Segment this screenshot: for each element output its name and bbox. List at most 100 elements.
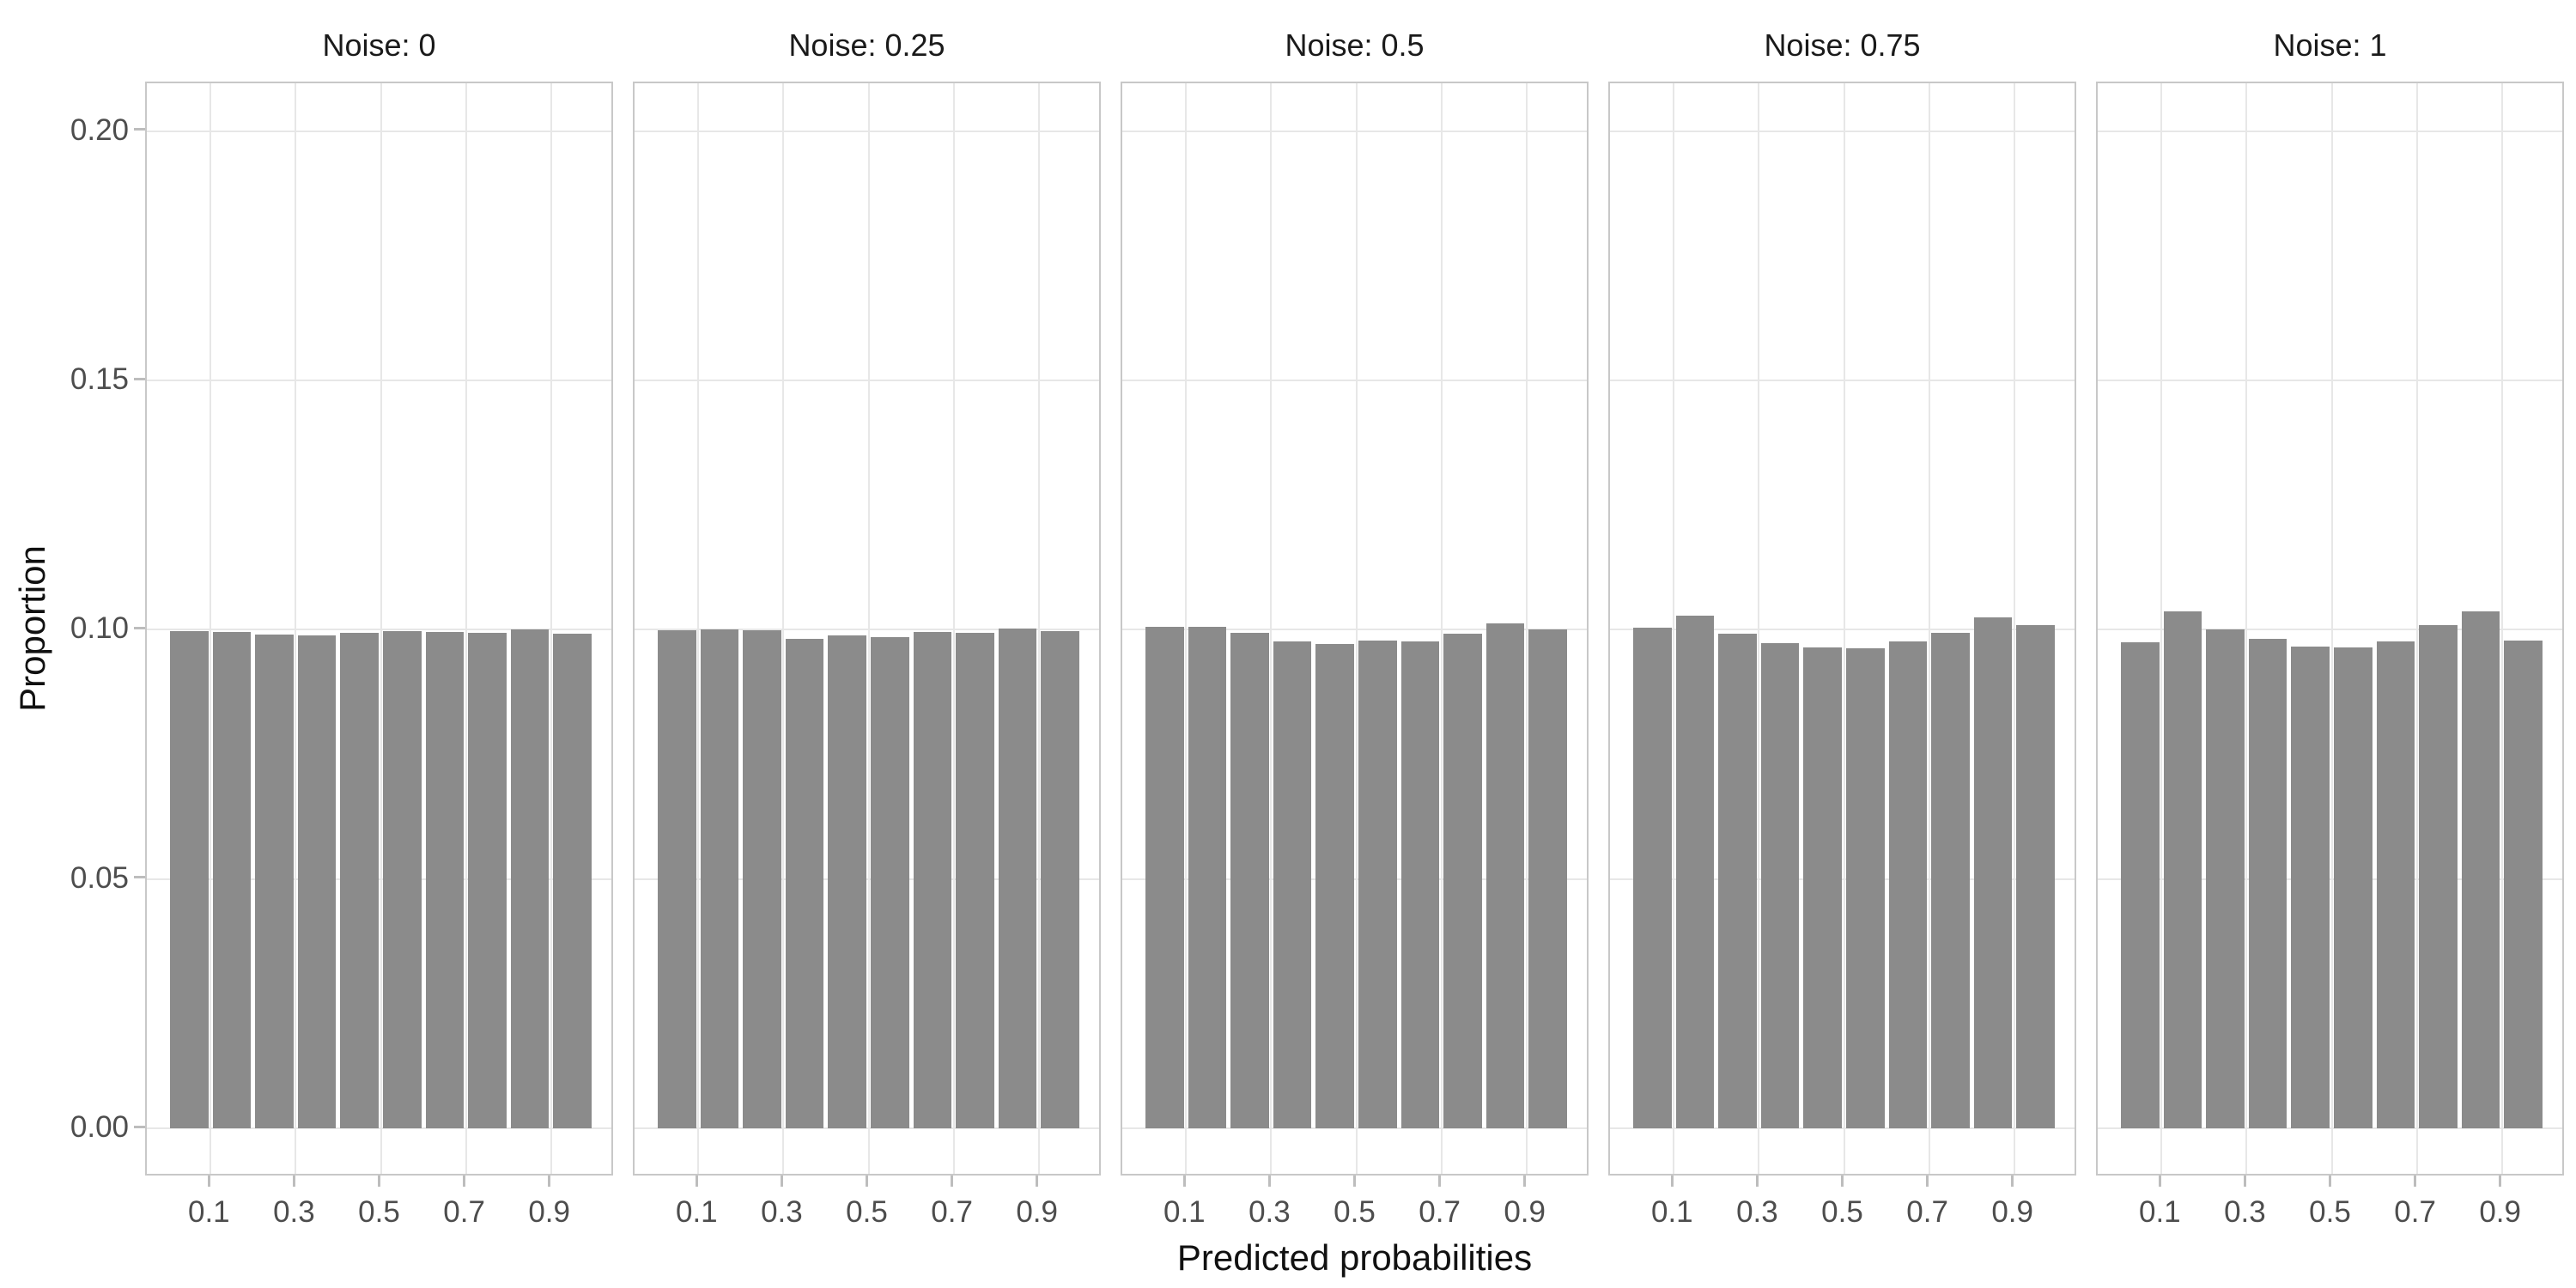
major-gridline-horizontal	[1610, 629, 2075, 631]
histogram-bar	[510, 629, 550, 1129]
x-axis-tick-mark	[1267, 1176, 1271, 1187]
major-gridline-vertical	[1525, 83, 1528, 1174]
x-axis-tick-mark	[866, 1176, 868, 1187]
y-axis-tick-label: 0.10	[70, 611, 129, 646]
x-axis-tick-mark	[292, 1176, 295, 1187]
major-gridline-vertical	[380, 83, 382, 1174]
major-gridline-horizontal	[147, 130, 611, 132]
x-axis-tick-mark	[1036, 1176, 1039, 1187]
major-gridline-vertical	[1673, 83, 1675, 1174]
x-axis-tick-mark	[2499, 1176, 2502, 1187]
x-axis-tick-label: 0.9	[2479, 1195, 2521, 1229]
x-axis-tick-label: 0.3	[2224, 1195, 2266, 1229]
major-gridline-vertical	[295, 83, 297, 1174]
histogram-bar	[2016, 625, 2055, 1129]
major-gridline-horizontal	[635, 878, 1099, 880]
major-gridline-horizontal	[147, 629, 611, 631]
facet-strip-label: Noise: 0.5	[1285, 27, 1425, 63]
histogram-bar	[1846, 647, 1885, 1129]
x-axis-tick-label: 0.1	[675, 1195, 718, 1229]
x-axis-tick-mark	[463, 1176, 466, 1187]
histogram-bar	[1675, 616, 1715, 1129]
x-axis-tick-label: 0.3	[1736, 1195, 1778, 1229]
histogram-bar	[1273, 641, 1312, 1129]
x-axis-tick-mark	[2243, 1176, 2246, 1187]
x-axis-tick-mark	[2011, 1176, 2014, 1187]
x-axis-tick-label: 0.9	[1991, 1195, 2033, 1229]
x-axis-tick-label: 0.5	[2309, 1195, 2351, 1229]
histogram-bar	[700, 629, 739, 1129]
histogram-bar	[1041, 631, 1079, 1129]
x-axis-tick-label: 0.7	[1906, 1195, 1948, 1229]
major-gridline-vertical	[2330, 83, 2333, 1174]
major-gridline-vertical	[1758, 83, 1760, 1174]
major-gridline-horizontal	[1122, 878, 1587, 880]
histogram-bar	[1315, 644, 1354, 1129]
major-gridline-vertical	[2013, 83, 2015, 1174]
major-gridline-vertical	[1355, 83, 1358, 1174]
histogram-bar	[425, 632, 465, 1129]
histogram-bar	[340, 632, 379, 1129]
major-gridline-vertical	[782, 83, 785, 1174]
x-axis-tick-label: 0.3	[761, 1195, 803, 1229]
major-gridline-horizontal	[635, 380, 1099, 382]
histogram-bar	[1633, 628, 1672, 1129]
major-gridline-horizontal	[2098, 878, 2562, 880]
x-axis-tick-label: 0.9	[1016, 1195, 1058, 1229]
histogram-bar	[956, 633, 994, 1129]
x-axis-tick-label: 0.3	[273, 1195, 315, 1229]
plot-panel	[1121, 82, 1589, 1176]
histogram-bar	[1528, 629, 1567, 1129]
y-axis-tick-mark	[134, 626, 145, 629]
histogram-bar	[2206, 629, 2245, 1129]
x-axis-tick-label: 0.5	[1821, 1195, 1863, 1229]
plot-panel	[1608, 82, 2076, 1176]
histogram-bar	[383, 631, 422, 1129]
x-axis-title: Predicted probabilities	[1176, 1237, 1533, 1278]
x-axis-tick-label: 0.7	[931, 1195, 973, 1229]
major-gridline-horizontal	[1122, 380, 1587, 382]
major-gridline-horizontal	[1122, 1127, 1587, 1130]
major-gridline-vertical	[867, 83, 870, 1174]
major-gridline-vertical	[2415, 83, 2418, 1174]
major-gridline-horizontal	[2098, 380, 2562, 382]
histogram-bar	[1485, 623, 1525, 1129]
x-axis-tick-label: 0.7	[2394, 1195, 2436, 1229]
y-axis-tick-mark	[134, 876, 145, 879]
major-gridline-horizontal	[2098, 1127, 2562, 1130]
histogram-bar	[297, 635, 337, 1129]
major-gridline-vertical	[210, 83, 212, 1174]
histogram-bar	[785, 639, 824, 1129]
x-axis-tick-label: 0.9	[528, 1195, 570, 1229]
major-gridline-horizontal	[1122, 629, 1587, 631]
histogram-bar	[2504, 640, 2543, 1129]
major-gridline-vertical	[952, 83, 955, 1174]
major-gridline-vertical	[2160, 83, 2163, 1174]
plot-panel	[633, 82, 1101, 1176]
histogram-bar	[2461, 611, 2500, 1129]
histogram-bar	[1443, 634, 1482, 1129]
histogram-bar	[1888, 641, 1928, 1129]
major-gridline-horizontal	[1610, 1127, 2075, 1130]
x-axis-tick-label: 0.1	[1163, 1195, 1206, 1229]
histogram-bar	[212, 631, 252, 1129]
major-gridline-vertical	[1185, 83, 1188, 1174]
histogram-bar	[2334, 647, 2372, 1129]
plot-panel	[145, 82, 613, 1176]
x-axis-tick-label: 0.5	[1334, 1195, 1376, 1229]
major-gridline-horizontal	[1610, 878, 2075, 880]
major-gridline-vertical	[550, 83, 552, 1174]
x-axis-tick-mark	[951, 1176, 954, 1187]
major-gridline-vertical	[465, 83, 467, 1174]
x-axis-tick-mark	[2414, 1176, 2417, 1187]
histogram-bar	[1718, 634, 1757, 1129]
histogram-bar	[2376, 641, 2415, 1129]
y-axis-tick-label: 0.00	[70, 1110, 129, 1145]
histogram-bar	[658, 630, 696, 1129]
major-gridline-vertical	[1270, 83, 1273, 1174]
x-axis-tick-mark	[780, 1176, 783, 1187]
x-axis-tick-label: 0.1	[187, 1195, 230, 1229]
x-axis-tick-label: 0.7	[1419, 1195, 1461, 1229]
x-axis-tick-mark	[1841, 1176, 1844, 1187]
